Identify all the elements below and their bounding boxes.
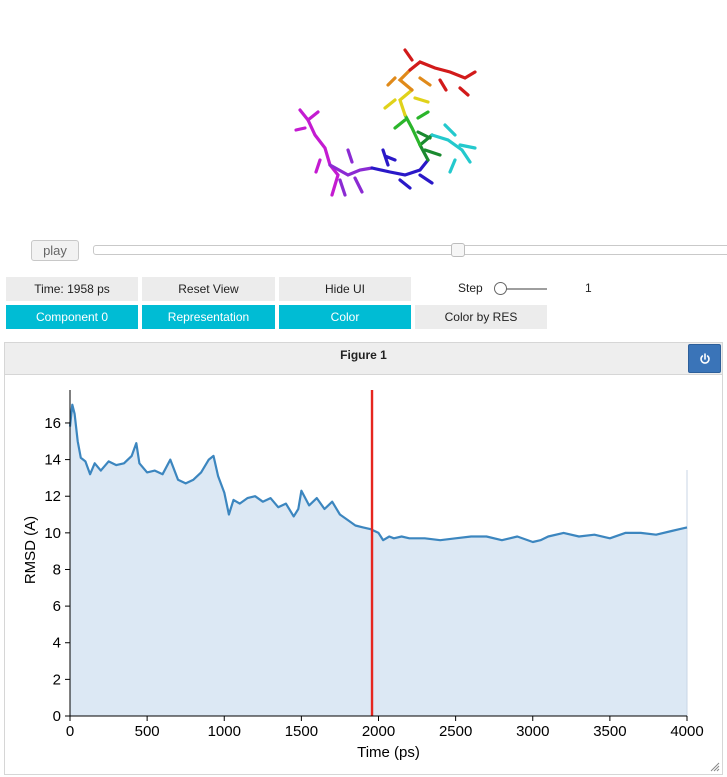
x-tick-label: 3000: [516, 723, 549, 740]
y-tick-label: 8: [53, 561, 61, 578]
y-tick-label: 4: [53, 635, 61, 652]
reset-view-button[interactable]: Reset View: [142, 277, 275, 301]
frame-slider-handle[interactable]: [451, 243, 465, 257]
y-tick-label: 2: [53, 671, 61, 688]
figure-panel: Figure 1 0 500 1000 1500 2000 2500 3000 3500 400…: [4, 342, 723, 775]
play-button[interactable]: play: [31, 240, 79, 261]
molecule-viewer[interactable]: [0, 0, 727, 232]
step-slider-handle[interactable]: [494, 282, 507, 295]
x-tick-label: 2000: [362, 723, 395, 740]
y-axis-label: RMSD (A): [22, 516, 39, 584]
x-tick-label: 3500: [593, 723, 626, 740]
step-value: 1: [585, 281, 592, 295]
component-dropdown[interactable]: Component 0: [6, 305, 138, 329]
x-tick-label: 1500: [285, 723, 318, 740]
resize-grip-icon[interactable]: [710, 762, 720, 772]
x-tick-label: 4000: [670, 723, 703, 740]
rmsd-area-fill: [70, 405, 687, 716]
step-label: Step: [458, 281, 483, 295]
y-tick-label: 16: [44, 415, 61, 432]
representation-dropdown[interactable]: Representation: [142, 305, 275, 329]
time-display: Time: 1958 ps: [6, 277, 138, 301]
y-tick-label: 14: [44, 452, 61, 469]
y-tick-label: 0: [53, 708, 61, 725]
x-tick-label: 500: [135, 723, 160, 740]
y-tick-label: 12: [44, 488, 61, 505]
rmsd-chart[interactable]: 0 500 1000 1500 2000 2500 3000 3500 4000 0 2 4 6 8 10 1…: [5, 343, 722, 774]
hide-ui-button[interactable]: Hide UI: [279, 277, 411, 301]
x-axis-label: Time (ps): [357, 744, 420, 761]
y-tick-label: 6: [53, 598, 61, 615]
color-dropdown[interactable]: Color: [279, 305, 411, 329]
x-tick-label: 0: [66, 723, 74, 740]
frame-slider-track[interactable]: [93, 245, 727, 255]
x-tick-label: 1000: [208, 723, 241, 740]
y-tick-label: 10: [44, 525, 61, 542]
color-by-res-dropdown[interactable]: Color by RES: [415, 305, 547, 329]
x-tick-label: 2500: [439, 723, 472, 740]
